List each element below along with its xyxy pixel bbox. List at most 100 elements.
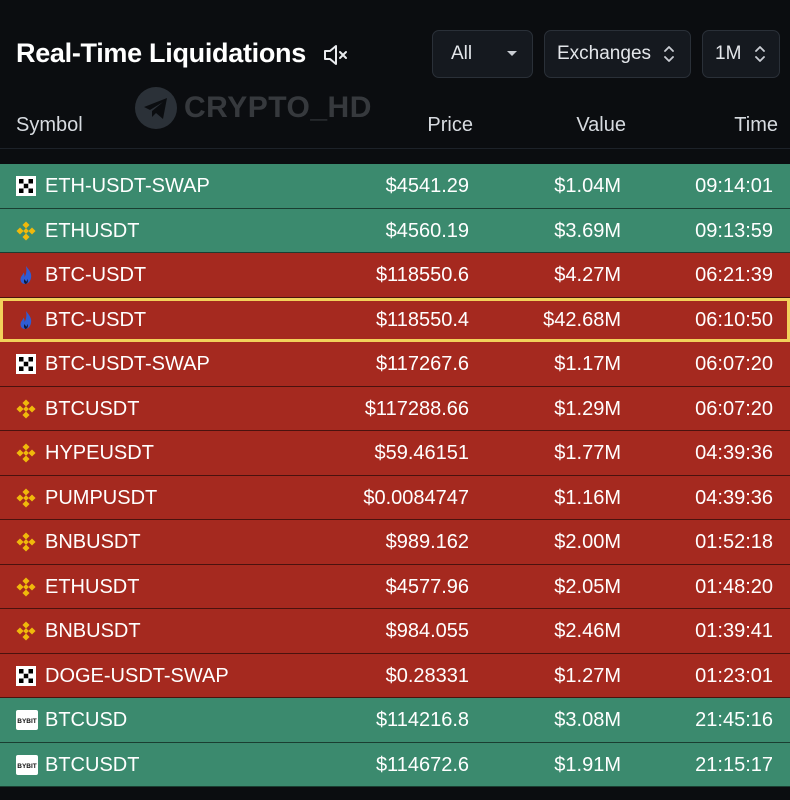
- symbol-cell: DOGE-USDT-SWAP: [45, 664, 229, 687]
- table-row[interactable]: BTC-USDT-SWAP $117267.6 $1.17M 06:07:20: [0, 342, 790, 387]
- table-row[interactable]: HYPEUSDT $59.46151 $1.77M 04:39:36: [0, 431, 790, 476]
- table-row[interactable]: BTCUSDT $117288.66 $1.29M 06:07:20: [0, 386, 790, 431]
- value-cell: $1.27M: [554, 664, 621, 687]
- table-row[interactable]: BTC-USDT $118550.6 $4.27M 06:21:39: [0, 253, 790, 298]
- price-cell: $118550.6: [375, 264, 469, 286]
- binance-logo-icon: [16, 621, 36, 641]
- symbol-cell: BTC-USDT: [45, 264, 147, 286]
- price-cell: $118550.4: [375, 308, 469, 331]
- time-cell: 06:07:20: [695, 397, 773, 420]
- symbol-cell: BTC-USDT: [45, 308, 147, 331]
- time-cell: 04:39:36: [695, 486, 773, 509]
- speaker-muted-icon[interactable]: [322, 42, 348, 68]
- bybit-logo-icon: BYBIT: [16, 710, 38, 730]
- price-cell: $4541.29: [385, 175, 469, 197]
- symbol-cell: ETHUSDT: [45, 575, 140, 598]
- table-row[interactable]: BNBUSDT $984.055 $2.46M 01:39:41: [0, 609, 790, 654]
- table-row[interactable]: ETHUSDT $4560.19 $3.69M 09:13:59: [0, 208, 790, 253]
- binance-logo-icon: [16, 487, 36, 508]
- header-divider: [0, 148, 790, 149]
- symbol-cell: BTC-USDT-SWAP: [45, 353, 210, 375]
- price-cell: $117288.66: [364, 397, 469, 420]
- table-row[interactable]: DOGE-USDT-SWAP $0.28331 $1.27M 01:23:01: [0, 653, 790, 698]
- table-row[interactable]: PUMPUSDT $0.0084747 $1.16M 04:39:36: [0, 475, 790, 520]
- symbol-cell: ETH-USDT-SWAP: [45, 175, 210, 197]
- time-cell: 04:39:36: [695, 442, 773, 464]
- symbol-cell: ETHUSDT: [45, 219, 140, 242]
- time-cell: 21:45:16: [695, 709, 773, 731]
- sort-updown-icon: [664, 46, 674, 62]
- caret-down-icon: [507, 51, 517, 56]
- value-cell: $2.00M: [554, 531, 621, 553]
- symbol-cell: BTCUSDT: [45, 753, 140, 776]
- value-cell: $42.68M: [543, 308, 621, 331]
- price-cell: $4577.96: [385, 575, 469, 598]
- symbol-cell: PUMPUSDT: [45, 486, 158, 509]
- binance-logo-icon: [16, 220, 36, 241]
- okx-logo-icon: [16, 665, 36, 686]
- liquidations-table: ETH-USDT-SWAP $4541.29 $1.04M 09:14:01 ETHUS…: [0, 164, 790, 787]
- value-cell: $1.16M: [554, 486, 621, 509]
- price-cell: $0.28331: [385, 664, 469, 687]
- time-cell: 06:07:20: [695, 353, 773, 375]
- table-row[interactable]: ETHUSDT $4577.96 $2.05M 01:48:20: [0, 564, 790, 609]
- watermark-text: CRYPTO_HD: [184, 91, 372, 124]
- svg-text:BYBIT: BYBIT: [17, 763, 37, 770]
- value-cell: $2.46M: [554, 620, 621, 642]
- binance-logo-icon: [16, 576, 36, 597]
- time-cell: 09:13:59: [695, 219, 773, 242]
- price-cell: $114216.8: [375, 709, 469, 731]
- page-title: Real-Time Liquidations: [16, 38, 306, 68]
- bybit-logo-icon: BYBIT: [16, 754, 38, 775]
- value-cell: $2.05M: [554, 575, 621, 598]
- table-row-highlighted[interactable]: BTC-USDT $118550.4 $42.68M 06:10:50: [0, 297, 790, 342]
- column-header-price[interactable]: Price: [427, 114, 473, 136]
- sort-updown-icon: [755, 46, 765, 62]
- price-cell: $0.0084747: [363, 486, 469, 509]
- page-header: Real-Time Liquidations All Exchanges 1M: [0, 0, 790, 110]
- side-filter-select[interactable]: All: [432, 30, 533, 78]
- time-cell: 06:21:39: [695, 264, 773, 286]
- time-cell: 09:14:01: [695, 175, 773, 197]
- column-header-time[interactable]: Time: [734, 114, 778, 136]
- symbol-cell: BTCUSD: [45, 709, 128, 731]
- period-filter-select[interactable]: 1M: [702, 30, 780, 78]
- value-cell: $4.27M: [554, 264, 621, 286]
- column-header-value[interactable]: Value: [576, 114, 626, 136]
- exchange-filter-select[interactable]: Exchanges: [544, 30, 691, 78]
- time-cell: 01:52:18: [695, 531, 773, 553]
- column-header-symbol[interactable]: Symbol: [16, 114, 83, 136]
- symbol-cell: BTCUSDT: [45, 397, 140, 420]
- telegram-icon: [135, 87, 177, 129]
- htx-logo-icon: [16, 310, 36, 330]
- price-cell: $4560.19: [385, 219, 469, 242]
- table-row[interactable]: BYBIT BTCUSDT $114672.6 $1.91M 21:15:17: [0, 742, 790, 787]
- exchange-filter-value: Exchanges: [557, 43, 652, 64]
- price-cell: $984.055: [385, 620, 469, 642]
- period-filter-value: 1M: [715, 43, 742, 64]
- table-row[interactable]: BNBUSDT $989.162 $2.00M 01:52:18: [0, 520, 790, 565]
- value-cell: $1.17M: [554, 353, 621, 375]
- price-cell: $114672.6: [375, 753, 469, 776]
- okx-logo-icon: [16, 354, 36, 374]
- table-row[interactable]: ETH-USDT-SWAP $4541.29 $1.04M 09:14:01: [0, 164, 790, 209]
- htx-logo-icon: [16, 265, 36, 285]
- okx-logo-icon: [16, 176, 36, 196]
- time-cell: 21:15:17: [695, 753, 773, 776]
- time-cell: 01:23:01: [695, 664, 773, 687]
- table-row[interactable]: BYBIT BTCUSD $114216.8 $3.08M 21:45:16: [0, 698, 790, 743]
- time-cell: 01:48:20: [695, 575, 773, 598]
- binance-logo-icon: [16, 443, 36, 463]
- binance-logo-icon: [16, 532, 36, 552]
- symbol-cell: HYPEUSDT: [45, 442, 154, 464]
- value-cell: $1.04M: [554, 175, 621, 197]
- value-cell: $1.77M: [554, 442, 621, 464]
- value-cell: $1.91M: [554, 753, 621, 776]
- time-cell: 01:39:41: [695, 620, 773, 642]
- time-cell: 06:10:50: [695, 308, 773, 331]
- price-cell: $59.46151: [374, 442, 469, 464]
- value-cell: $3.69M: [554, 219, 621, 242]
- value-cell: $3.08M: [554, 709, 621, 731]
- svg-text:BYBIT: BYBIT: [17, 718, 37, 725]
- value-cell: $1.29M: [554, 397, 621, 420]
